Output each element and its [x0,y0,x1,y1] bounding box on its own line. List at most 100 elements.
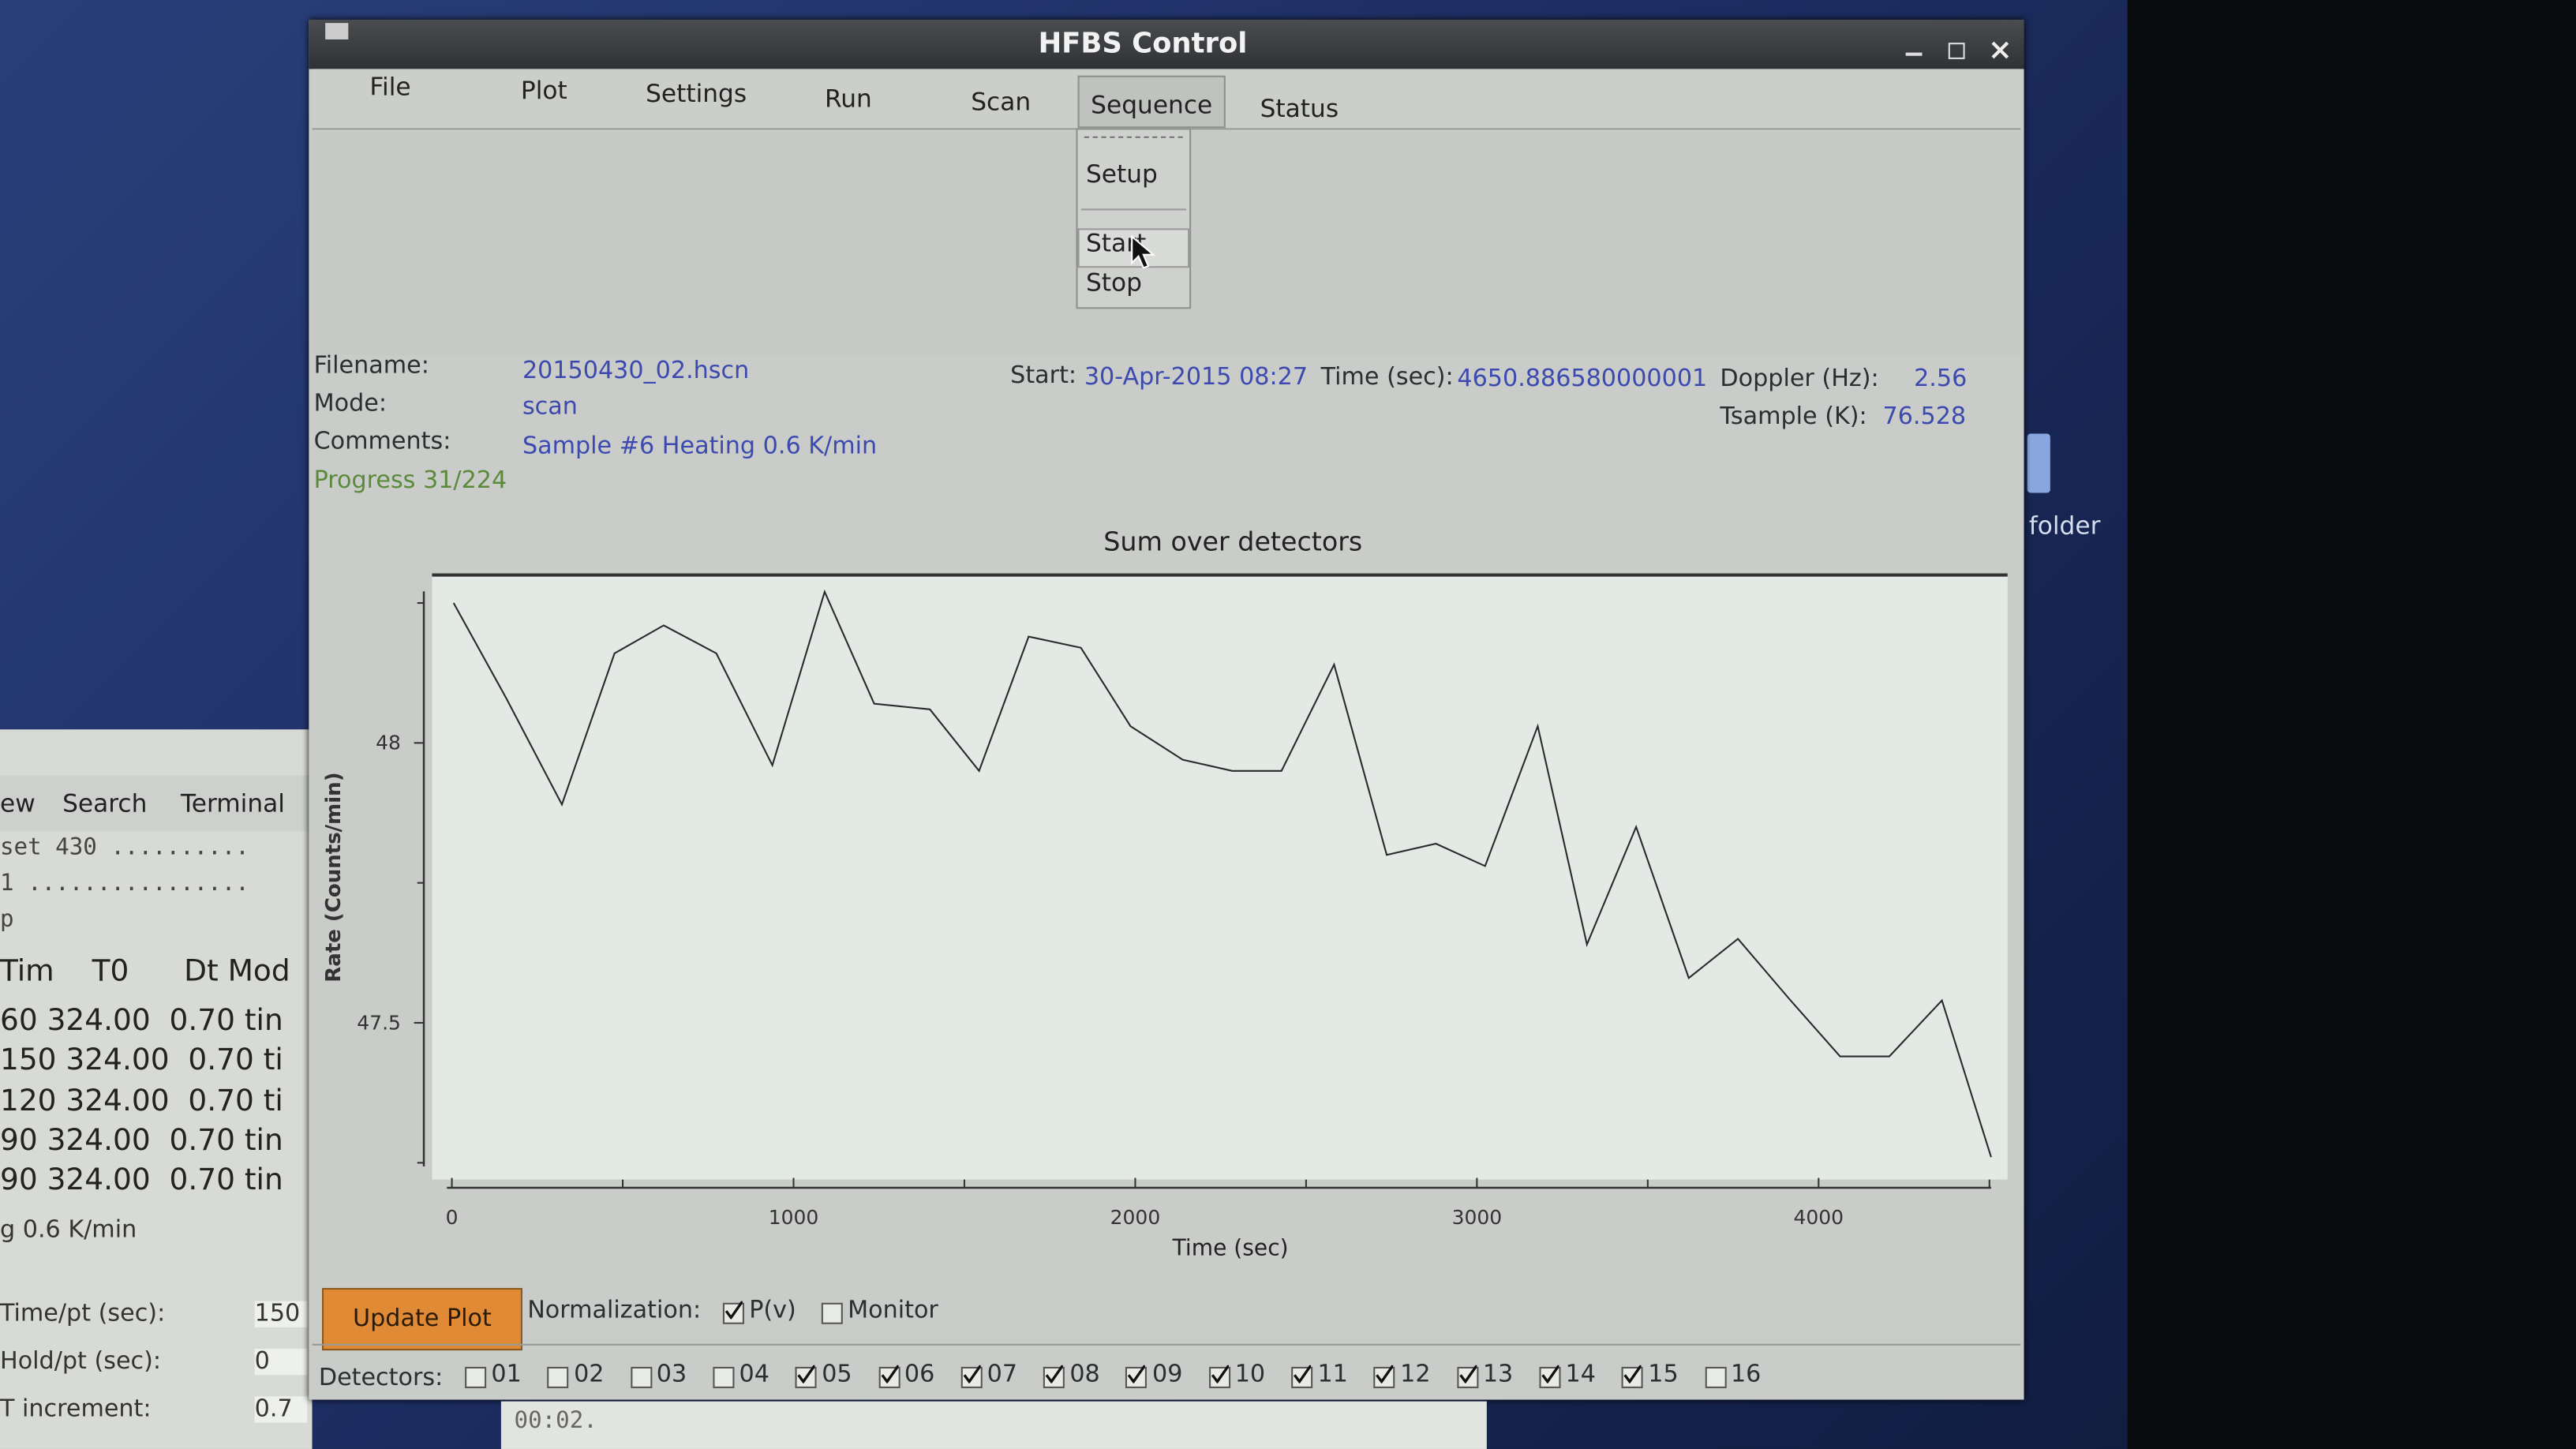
detector-checkbox[interactable] [1539,1365,1561,1388]
detector-option[interactable]: 01 [491,1361,522,1388]
normalization-option[interactable]: P(v) [749,1297,796,1324]
status-strip: 00:02. [500,1401,1487,1449]
detector-option[interactable]: 08 [1069,1361,1100,1388]
close-button[interactable] [1991,41,2009,59]
update-plot-button[interactable]: Update Plot [321,1287,522,1351]
terminal-row: 90 324.00 0.70 tin [0,1123,283,1159]
time-label: Time (sec): [1320,365,1454,391]
terminal-line: p [0,907,14,934]
y-tick-label: 48 [376,732,401,754]
comments-label: Comments: [313,429,451,455]
detector-checkbox[interactable] [795,1365,817,1388]
dropdown-item[interactable]: Setup [1085,159,1158,189]
detector-option[interactable]: 13 [1482,1361,1514,1388]
mode-value: scan [522,394,578,421]
title-bar: HFBS Control [309,19,2024,69]
detector-checkbox[interactable] [1373,1365,1395,1388]
normalization-checkbox[interactable] [821,1302,843,1324]
detector-checkbox[interactable] [1456,1365,1478,1388]
check-mark [1623,1365,1642,1383]
check-mark [1293,1365,1312,1383]
menu-item[interactable]: Plot [520,76,567,106]
detector-checkbox[interactable] [1291,1365,1313,1388]
detector-checkbox[interactable] [1125,1365,1148,1388]
detector-option[interactable]: 09 [1152,1361,1183,1388]
detector-option[interactable]: 02 [574,1361,605,1388]
terminal-field-value: 0.7 [254,1396,308,1423]
detector-checkbox[interactable] [1704,1366,1726,1388]
minimize-button[interactable] [1905,52,1923,56]
menu-item[interactable]: File [369,72,411,103]
dropdown-item[interactable]: Stop [1085,268,1142,298]
start-label: Start: [1010,363,1077,390]
detector-option[interactable]: 03 [656,1361,687,1388]
terminal-line: 1 ................ [0,871,249,897]
terminal-header: T0 [92,954,129,990]
detector-option[interactable]: 11 [1317,1361,1348,1388]
normalization-label: Normalization: [527,1297,702,1324]
time-value: 4650.886580000001 [1457,366,1708,393]
terminal-field-value: 150 [254,1301,308,1327]
folder-icon[interactable] [2027,433,2050,493]
detector-checkbox[interactable] [960,1365,983,1388]
terminal-field-label: Time/pt (sec): [0,1301,166,1327]
detector-checkbox[interactable] [630,1366,652,1388]
filename-label: Filename: [313,353,429,380]
window-icon[interactable] [325,23,349,39]
tear-off-line[interactable] [1084,136,1183,138]
detector-checkbox[interactable] [465,1366,487,1388]
menu-item[interactable]: Settings [646,79,747,110]
detector-checkbox[interactable] [713,1366,735,1388]
plot-area [432,575,2008,1180]
menu-item[interactable]: Sequence [1091,90,1213,120]
comments-value: Sample #6 Heating 0.6 K/min [522,433,878,460]
detector-option[interactable]: 05 [822,1361,852,1388]
check-mark [1128,1365,1146,1383]
status-text: 00:02. [514,1407,597,1435]
tsample-value: 76.528 [1882,404,1967,431]
doppler-label: Doppler (Hz): [1720,366,1879,393]
menu-item[interactable]: Status [1260,94,1339,124]
detector-option[interactable]: 06 [904,1361,935,1388]
menu-item[interactable]: Scan [971,86,1032,117]
check-mark [1376,1365,1394,1383]
detector-option[interactable]: 14 [1565,1361,1596,1388]
terminal-field-label: T increment: [0,1396,152,1423]
terminal-menu-item: Terminal [180,788,285,818]
x-tick-label: 2000 [1110,1206,1161,1229]
detector-option[interactable]: 07 [987,1361,1018,1388]
progress: Progress 31/224 [313,468,507,495]
detector-option[interactable]: 12 [1400,1361,1431,1388]
check-mark [1211,1365,1229,1383]
normalization-checkbox[interactable] [722,1301,744,1324]
detector-option[interactable]: 16 [1730,1361,1762,1388]
detector-option[interactable]: 04 [739,1361,769,1388]
menu-item[interactable]: Run [824,83,872,113]
detector-checkbox[interactable] [1208,1365,1230,1388]
terminal-menu-item: Search [62,788,148,818]
terminal-row: 150 324.00 0.70 ti [0,1043,283,1079]
window-title: HFBS Control [1038,28,1248,62]
terminal-menu-bar [0,775,313,832]
y-axis-label: Rate (Counts/min) [322,772,346,982]
detector-checkbox[interactable] [547,1366,569,1388]
y-tick-label: 47.5 [357,1011,401,1034]
detector-option[interactable]: 15 [1648,1361,1679,1388]
normalization-option[interactable]: Monitor [848,1297,938,1324]
detectors-label: Detectors: [318,1365,444,1392]
chart: Sum over detectors Time (sec) Rate (Counts… [322,526,2008,1260]
detector-option[interactable]: 10 [1234,1361,1266,1388]
detector-checkbox[interactable] [1043,1365,1065,1388]
maximize-button[interactable] [1948,43,1965,59]
x-tick-label: 0 [446,1206,459,1229]
folder-label[interactable]: folder [2028,511,2101,541]
check-mark [1045,1365,1063,1383]
detector-checkbox[interactable] [878,1365,900,1388]
doppler-value: 2.56 [1914,366,1968,393]
terminal-row: 60 324.00 0.70 tin [0,1003,283,1039]
check-mark [880,1365,898,1383]
terminal-header: Dt Mod [184,954,290,990]
detector-checkbox[interactable] [1621,1365,1643,1388]
filename-value: 20150430_02.hscn [522,358,750,385]
